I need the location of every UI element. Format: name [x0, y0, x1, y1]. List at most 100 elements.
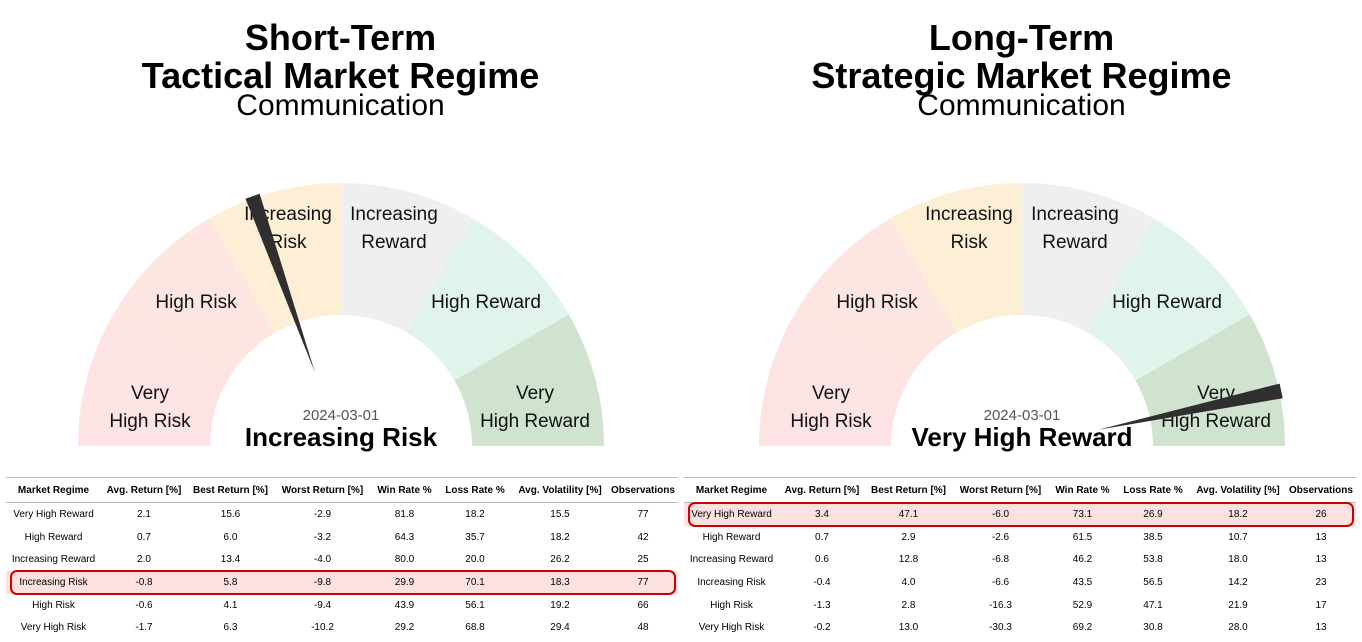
- value-cell: 2.0: [137, 554, 151, 566]
- regime-cell: High Risk: [32, 599, 75, 611]
- regime-cell: Increasing Risk: [697, 576, 766, 588]
- value-cell: -6.6: [991, 576, 1010, 588]
- long-term-title-line1: Long-Term: [928, 17, 1115, 58]
- value-cell: -1.3: [813, 599, 831, 611]
- regime-cell: High Reward: [702, 531, 761, 543]
- value-cell: 10.7: [1228, 531, 1248, 543]
- value-cell: 29.9: [371, 571, 438, 594]
- column-header-market-regime: Market Regime: [684, 477, 779, 503]
- table-row: Very High Reward 2.1 15.6 -2.9 81.8 18.2 15.5 7…: [6, 503, 678, 526]
- gauge-zone-very-high-reward: [454, 314, 604, 446]
- column-header-best-return: Best Return [%]: [187, 477, 274, 503]
- column-header-loss-rate: Loss Rate %: [438, 477, 512, 503]
- column-header-worst-return: Worst Return [%]: [952, 477, 1049, 503]
- zone-label-very-high-risk: Very: [812, 383, 851, 404]
- value-cell: 13.4: [220, 554, 241, 566]
- value-cell: 46.2: [1072, 554, 1093, 566]
- zone-label-increasing-reward: Reward: [1042, 232, 1107, 253]
- column-header-best-return: Best Return [%]: [865, 477, 952, 503]
- zone-label-very-high-reward: Very: [516, 383, 555, 404]
- value-cell: 21.9: [1228, 599, 1248, 611]
- value-cell: 13: [1315, 622, 1327, 634]
- regime-cell: Very High Risk: [20, 622, 87, 634]
- gauge-date: 2024-03-01: [984, 407, 1061, 424]
- table-row: High Reward 0.7 6.0 -3.2 64.3 35.7 18.2 42: [6, 526, 678, 549]
- short-term-gauge: Very High Risk High Risk Increasing Risk Incr…: [78, 183, 604, 452]
- gauge-needle: [245, 193, 315, 373]
- column-header-win-rate: Win Rate %: [1049, 477, 1116, 503]
- value-cell: -9.4: [313, 599, 332, 611]
- value-cell: 68.8: [465, 622, 485, 634]
- zone-label-increasing-risk: Risk: [270, 232, 307, 253]
- column-header-worst-return: Worst Return [%]: [274, 477, 371, 503]
- regime-cell: Very High Reward: [13, 508, 94, 520]
- value-cell: 48: [637, 622, 649, 634]
- value-cell: 28.0: [1228, 622, 1248, 634]
- short-term-title-line2: Tactical Market Regime: [141, 55, 540, 96]
- table-row: High Reward 0.7 2.9 -2.6 61.5 38.5 10.7 13: [684, 526, 1356, 549]
- zone-label-high-reward: High Reward: [1112, 292, 1222, 313]
- value-cell: -2.9: [313, 508, 332, 520]
- value-cell: 15.6: [220, 508, 241, 520]
- table-header-row: Market Regime Avg. Return [%] Best Return …: [6, 477, 678, 503]
- regime-cell: Increasing Reward: [11, 554, 96, 566]
- column-header-avg-return: Avg. Return [%]: [101, 477, 187, 503]
- value-cell: 20.0: [465, 554, 485, 566]
- value-cell: -9.8: [274, 571, 371, 594]
- value-cell: -16.3: [989, 599, 1012, 611]
- value-cell: -0.4: [813, 576, 831, 588]
- zone-label-very-high-reward: High Reward: [480, 411, 590, 432]
- value-cell: 5.8: [187, 571, 274, 594]
- value-cell: 80.0: [394, 554, 415, 566]
- value-cell: 26: [1286, 502, 1356, 526]
- column-header-loss-rate: Loss Rate %: [1116, 477, 1190, 503]
- value-cell: 42: [637, 531, 649, 543]
- value-cell: 56.5: [1143, 576, 1163, 588]
- value-cell: 73.1: [1049, 502, 1116, 526]
- column-header-observations: Observations: [1286, 477, 1356, 503]
- value-cell: 13.0: [898, 622, 919, 634]
- value-cell: 2.9: [901, 531, 916, 543]
- zone-label-increasing-reward: Increasing: [1031, 204, 1119, 225]
- short-term-title-line1: Short-Term: [244, 17, 437, 58]
- value-cell: 81.8: [394, 508, 415, 520]
- value-cell: 18.0: [1228, 554, 1248, 566]
- zone-label-very-high-reward: High Reward: [1161, 411, 1271, 432]
- gauge-zone-very-high-risk: [78, 314, 228, 446]
- value-cell: 26.9: [1116, 502, 1190, 526]
- value-cell: 2.8: [901, 599, 916, 611]
- zone-label-high-risk: High Risk: [155, 292, 237, 313]
- gauge-date: 2024-03-01: [303, 407, 380, 424]
- value-cell: 18.2: [550, 531, 570, 543]
- value-cell: 12.8: [898, 554, 919, 566]
- value-cell: 25: [637, 554, 649, 566]
- value-cell: 53.8: [1143, 554, 1163, 566]
- gauge-zone-high-reward: [406, 218, 569, 381]
- value-cell: 15.5: [550, 508, 570, 520]
- value-cell: -10.2: [311, 622, 334, 634]
- value-cell: 4.1: [223, 599, 238, 611]
- value-cell: 23: [1315, 576, 1327, 588]
- gauge-zone-high-risk: [113, 218, 276, 381]
- zone-label-high-risk: High Risk: [836, 292, 918, 313]
- value-cell: 70.1: [438, 571, 512, 594]
- value-cell: 0.7: [815, 531, 829, 543]
- long-term-stats-table: Market Regime Avg. Return [%] Best Return …: [684, 477, 1356, 639]
- value-cell: 61.5: [1072, 531, 1093, 543]
- value-cell: 18.2: [465, 508, 485, 520]
- value-cell: 35.7: [465, 531, 485, 543]
- gauge-zone-high-risk: [794, 218, 957, 381]
- value-cell: 6.3: [223, 622, 238, 634]
- zone-label-very-high-risk: High Risk: [109, 411, 191, 432]
- table-row: Increasing Reward 2.0 13.4 -4.0 80.0 20.0 26.2…: [6, 548, 678, 571]
- regime-cell: Increasing Reward: [689, 554, 774, 566]
- value-cell: 17: [1315, 599, 1327, 611]
- zone-label-increasing-risk: Increasing: [925, 204, 1013, 225]
- table-row: Very High Risk -0.2 13.0 -30.3 69.2 30.8 28.0 1…: [684, 616, 1356, 639]
- value-cell: -6.0: [952, 502, 1049, 526]
- regime-cell: High Risk: [710, 599, 753, 611]
- regime-cell: High Reward: [24, 531, 83, 543]
- table-row: High Risk -0.6 4.1 -9.4 43.9 56.1 19.2 66: [6, 594, 678, 617]
- zone-label-increasing-reward: Increasing: [350, 204, 438, 225]
- value-cell: -2.6: [991, 531, 1010, 543]
